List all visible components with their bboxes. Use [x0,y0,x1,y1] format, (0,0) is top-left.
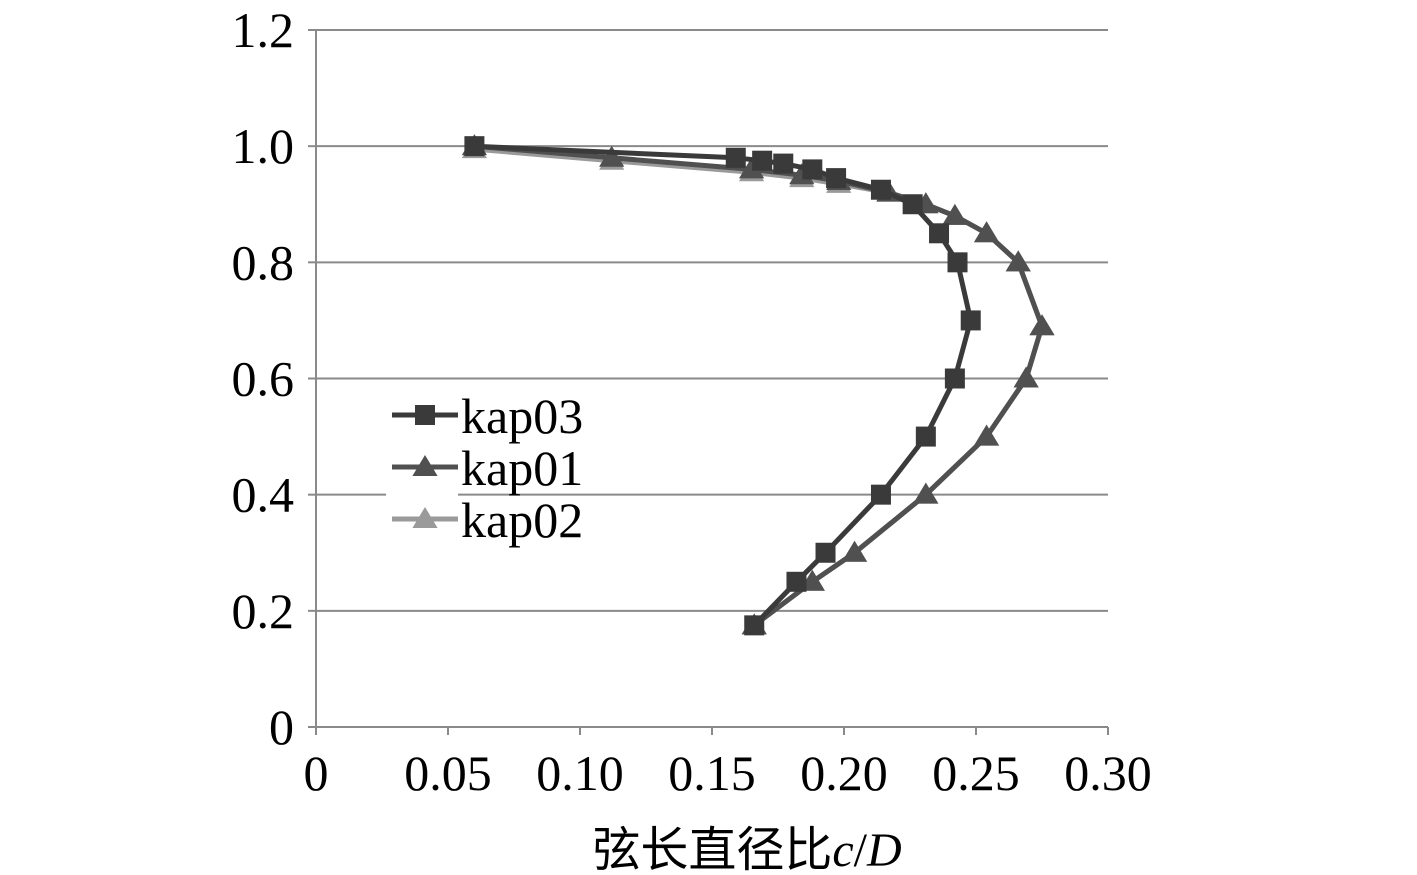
axes [308,29,1109,735]
y-tick-labels: 0 0.2 0.4 0.6 0.8 1.0 1.2 [232,2,295,755]
y-tick-label: 0.8 [232,234,295,290]
data-point-kap03 [725,147,746,168]
data-point-kap03 [960,310,981,331]
data-point-kap01 [599,145,625,167]
data-point-kap03 [929,223,950,244]
data-point-kap01 [1013,366,1039,388]
x-tick-label: 0.05 [404,745,492,801]
legend-entry-kap03: kap03 [392,388,583,444]
legend-label: kap01 [461,440,583,496]
series-kap03 [464,136,981,636]
data-point-kap01 [942,203,968,225]
x-axis-label-text: 弦长直径比 [592,824,832,875]
legend-marker [415,405,435,425]
legend-label: kap03 [461,388,583,444]
x-axis-label-symbol: c [832,824,853,875]
data-point-kap03 [752,150,773,171]
legend-entry-kap01: kap01 [392,440,583,496]
y-tick-label: 0.2 [232,583,295,639]
series-kap01 [461,134,1055,635]
x-tick-label: 0 [304,745,329,801]
data-point-kap03 [802,159,823,180]
data-point-kap01 [841,540,868,562]
data-point-kap03 [786,571,807,592]
data-point-kap03 [826,168,847,189]
data-point-kap03 [902,194,923,215]
series-group [461,134,1055,636]
data-point-kap01 [739,157,765,179]
y-tick-label: 1.2 [232,2,295,58]
data-point-kap03 [464,136,485,157]
y-tick-label: 1.0 [232,118,295,174]
data-point-kap01 [913,482,939,504]
x-tick-label: 0.20 [800,745,888,801]
x-axis-label: 弦长直径比c/D [592,824,901,875]
legend-marker [412,507,438,528]
x-tick-label: 0.25 [932,745,1020,801]
legend-marker [412,455,438,476]
y-tick-label: 0.6 [232,351,295,407]
x-tick-label: 0.30 [1064,745,1152,801]
data-point-kap03 [944,368,965,389]
x-tick-label: 0.10 [536,745,624,801]
x-tick-labels: 0 0.05 0.10 0.15 0.20 0.25 0.30 [304,745,1152,801]
y-tick-label: 0 [269,699,294,755]
legend-label: kap02 [461,492,583,548]
series-line-kap03 [474,143,974,628]
x-axis-label-slash: / [854,824,868,875]
data-point-kap01 [1005,250,1031,272]
x-tick-label: 0.15 [668,745,756,801]
legend-entry-kap02: kap02 [392,492,583,548]
data-point-kap03 [947,252,968,273]
series-kap02 [461,137,1055,635]
data-point-kap03 [870,484,891,505]
x-axis-label-symbol-2: D [866,824,902,875]
data-point-kap03 [915,426,936,447]
data-point-kap03 [815,542,836,563]
data-point-kap03 [870,179,891,200]
y-tick-label: 0.4 [232,467,295,523]
data-point-kap01 [973,221,1000,243]
data-point-kap01 [1029,314,1055,336]
data-point-kap01 [973,424,1000,446]
data-point-kap03 [773,153,794,174]
data-point-kap03 [744,615,765,636]
